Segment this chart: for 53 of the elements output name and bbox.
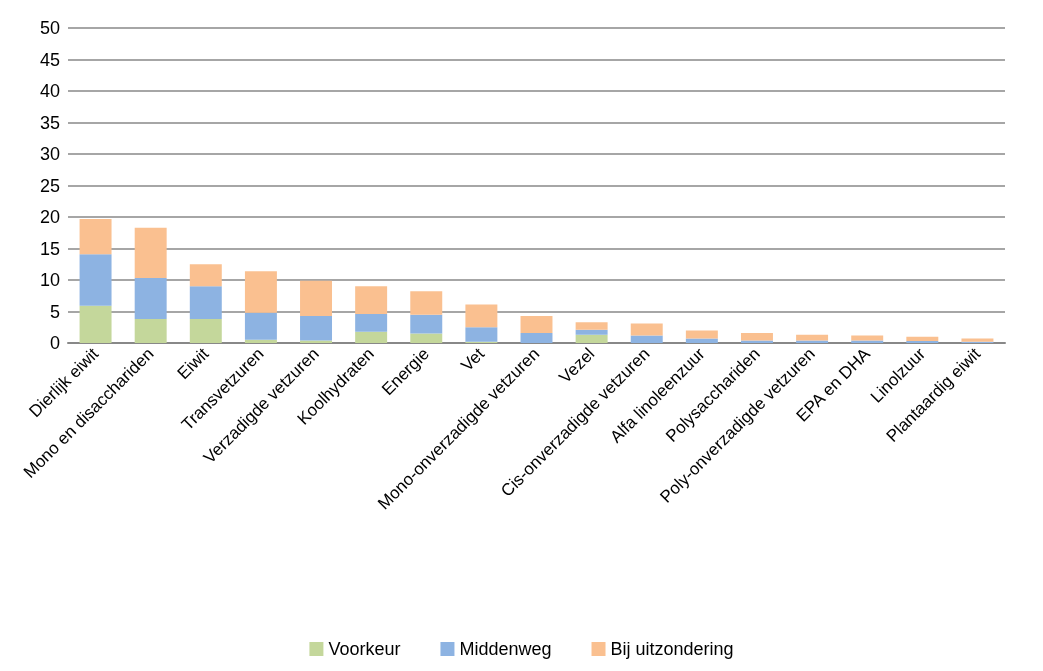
bar xyxy=(189,319,222,343)
legend-label: Bij uitzondering xyxy=(610,639,734,659)
bar xyxy=(79,218,112,255)
bar xyxy=(685,338,718,343)
bar xyxy=(300,280,333,316)
bar xyxy=(740,332,773,341)
bar xyxy=(134,227,167,279)
bar xyxy=(79,254,112,306)
bar xyxy=(685,330,718,339)
legend-label: Middenweg xyxy=(459,639,552,659)
bar xyxy=(244,312,277,340)
y-tick-label: 40 xyxy=(39,81,60,101)
bar xyxy=(300,340,333,343)
bar xyxy=(465,304,498,328)
bar xyxy=(796,340,829,343)
bar xyxy=(134,319,167,343)
bar xyxy=(189,286,222,320)
y-tick-label: 50 xyxy=(39,18,60,38)
bar xyxy=(355,286,388,315)
bar xyxy=(575,334,608,343)
bar xyxy=(355,314,388,332)
bar xyxy=(906,336,939,342)
bar xyxy=(410,314,443,334)
bar xyxy=(851,340,884,343)
y-tick-label: 0 xyxy=(49,333,60,353)
legend-label: Voorkeur xyxy=(328,639,401,659)
bar xyxy=(355,331,388,343)
bar xyxy=(520,315,553,333)
y-tick-label: 30 xyxy=(39,144,60,164)
y-tick-label: 35 xyxy=(39,112,60,133)
bar xyxy=(134,278,167,320)
bar xyxy=(300,315,333,341)
bar xyxy=(244,271,277,313)
bar xyxy=(465,327,498,342)
y-tick-label: 45 xyxy=(39,49,60,70)
bar xyxy=(244,339,277,343)
y-tick-label: 15 xyxy=(39,238,60,259)
y-tick-label: 25 xyxy=(39,175,60,196)
bar xyxy=(410,291,443,315)
bar xyxy=(79,305,112,343)
x-tick-label: Vet xyxy=(457,344,489,376)
bar xyxy=(575,322,608,330)
bar xyxy=(575,329,608,335)
y-tick-label: 20 xyxy=(39,207,60,227)
bar xyxy=(851,335,884,341)
bar xyxy=(630,335,663,343)
bar xyxy=(740,340,773,343)
y-tick-label: 5 xyxy=(49,301,60,322)
y-tick-label: 10 xyxy=(39,270,60,290)
bar xyxy=(630,323,663,336)
bar xyxy=(410,333,443,343)
bar xyxy=(520,332,553,343)
bar xyxy=(189,264,222,287)
